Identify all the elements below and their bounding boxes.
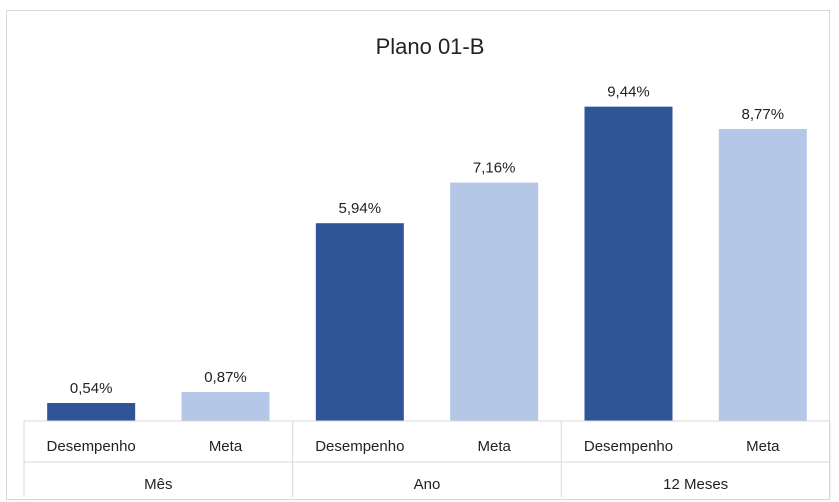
category-tick-label: Meta [746, 438, 780, 455]
data-label: 5,94% [339, 200, 382, 217]
data-label: 0,87% [204, 369, 247, 386]
category-tick-label: Meta [477, 438, 511, 455]
bar-ano-desempenho [315, 223, 404, 421]
bar-mês-meta [181, 392, 270, 421]
bars-layer: 0,54% 0,87% 5,94% 7,16% 9,44% 8,77% [47, 84, 807, 422]
data-label: 9,44% [607, 84, 650, 101]
data-label: 0,54% [70, 380, 113, 397]
category-tick-label: Meta [209, 438, 243, 455]
chart-frame [6, 10, 830, 500]
chart-title: Plano 01-B [376, 34, 485, 59]
bar-12-meses-meta [718, 128, 807, 422]
category-tick-label: Desempenho [47, 438, 136, 455]
bar-mês-desempenho [47, 403, 136, 421]
bar-ano-meta [450, 182, 539, 421]
group-label: 12 Meses [663, 476, 728, 493]
data-label: 8,77% [742, 106, 785, 123]
data-label: 7,16% [473, 160, 516, 177]
group-label: Ano [414, 476, 441, 493]
category-axis: Desempenho Meta Mês Desempenho Meta Ano Desemp… [23, 420, 831, 497]
group-label: Mês [144, 476, 172, 493]
category-tick-label: Desempenho [584, 438, 673, 455]
bar-12-meses-desempenho [584, 106, 673, 421]
category-tick-label: Desempenho [315, 438, 404, 455]
